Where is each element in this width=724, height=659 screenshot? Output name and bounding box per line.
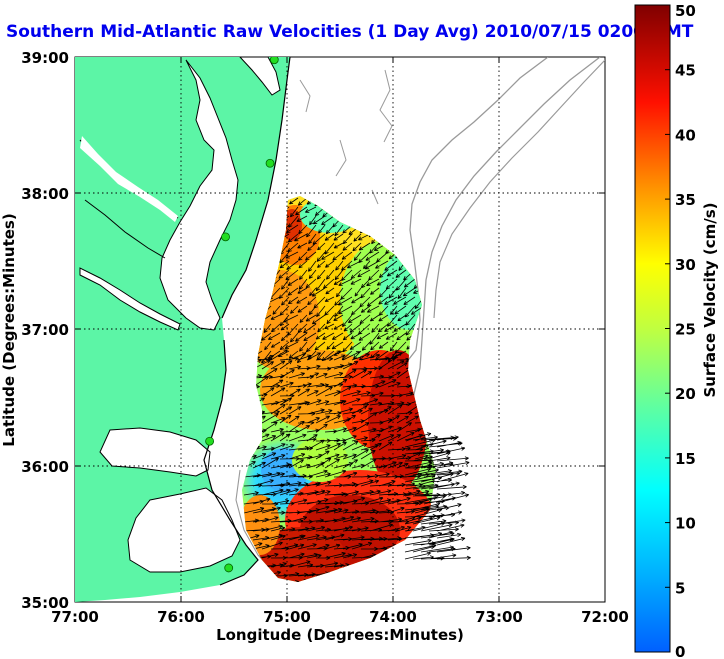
station-markers bbox=[205, 57, 279, 573]
delaware-bay bbox=[239, 57, 281, 96]
station-marker bbox=[224, 563, 234, 573]
colorbar-tick-label: 30 bbox=[675, 256, 696, 274]
colorbar-tick-label: 50 bbox=[675, 2, 696, 20]
isobath-small bbox=[299, 69, 393, 205]
y-tick-label: 39:00 bbox=[21, 49, 69, 67]
station-marker bbox=[265, 158, 275, 168]
plot-title: Southern Mid-Atlantic Raw Velocities (1 … bbox=[6, 22, 694, 42]
albemarle-sound bbox=[99, 427, 211, 477]
x-tick-label: 74:00 bbox=[369, 608, 417, 626]
map-grid bbox=[75, 57, 605, 602]
colorbar-tick-label: 15 bbox=[675, 450, 696, 468]
station-marker bbox=[221, 232, 230, 242]
colorbar-label: Surface Velocity (cm/s) bbox=[701, 202, 719, 397]
colorbar-tick-label: 10 bbox=[675, 515, 696, 533]
colorbar-tick-label: 40 bbox=[675, 126, 696, 144]
y-tick-label: 38:00 bbox=[21, 185, 69, 203]
x-tick-label: 76:00 bbox=[157, 608, 205, 626]
colorbar-tick-label: 20 bbox=[675, 385, 696, 403]
x-tick-label: 75:00 bbox=[263, 608, 311, 626]
isobath-deep bbox=[433, 59, 605, 319]
y-tick-label: 37:00 bbox=[21, 321, 69, 339]
axis-ticks bbox=[75, 57, 605, 602]
y-tick-label: 35:00 bbox=[21, 594, 69, 612]
station-marker bbox=[269, 57, 279, 65]
x-tick-label: 77:00 bbox=[51, 608, 99, 626]
colorbar-tick-label: 25 bbox=[675, 321, 696, 339]
pamlico-sound bbox=[127, 487, 241, 573]
x-axis-title: Longitude (Degrees:Minutes) bbox=[216, 626, 464, 644]
colorbar-ticks: 0 5 10 15 20 25 30 35 40 45 50 bbox=[665, 2, 696, 659]
chesapeake-bay bbox=[159, 59, 239, 331]
y-axis-title: Latitude (Degrees:Minutes) bbox=[0, 213, 18, 446]
velocity-arrows-fringe bbox=[404, 432, 471, 561]
x-tick-label: 73:00 bbox=[475, 608, 523, 626]
colorbar-tick-label: 35 bbox=[675, 191, 696, 209]
rappahannock-river bbox=[84, 199, 166, 259]
station-marker bbox=[205, 436, 215, 446]
y-tick-label: 36:00 bbox=[21, 458, 69, 476]
x-tick-label: 72:00 bbox=[581, 608, 629, 626]
colorbar bbox=[634, 4, 671, 653]
outer-banks bbox=[203, 339, 259, 586]
colorbar-tick-label: 5 bbox=[675, 579, 685, 597]
colorbar-tick-label: 0 bbox=[675, 643, 685, 659]
potomac-river-fill bbox=[80, 136, 178, 222]
colorbar-tick-label: 45 bbox=[675, 62, 696, 80]
delmarva-coast bbox=[221, 57, 291, 319]
james-river bbox=[79, 267, 181, 331]
